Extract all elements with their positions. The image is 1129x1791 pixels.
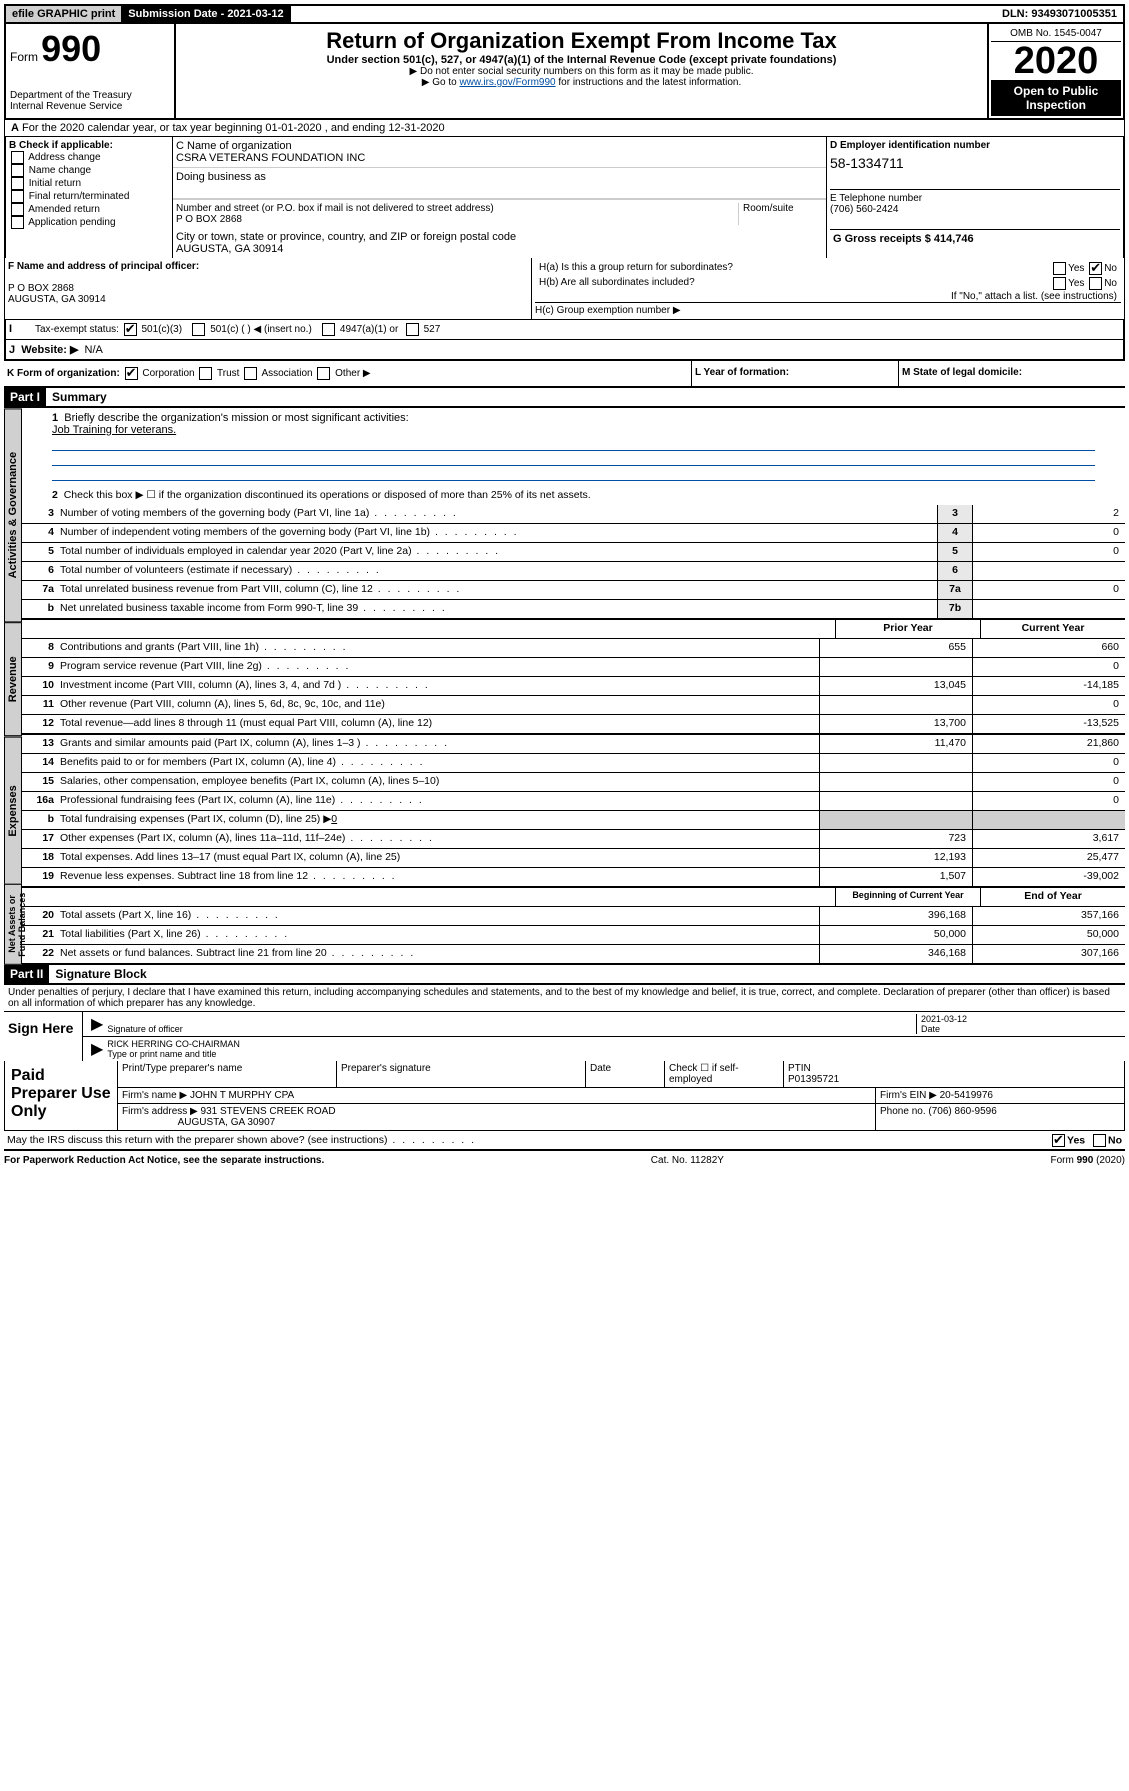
info-grid: B Check if applicable: Address change Na… bbox=[4, 137, 1125, 258]
efile-button[interactable]: efile GRAPHIC print bbox=[6, 6, 122, 22]
box-de: D Employer identification number 58-1334… bbox=[827, 137, 1123, 258]
tab-activities: Activities & Governance bbox=[4, 408, 22, 622]
top-bar: efile GRAPHIC print Submission Date - 20… bbox=[4, 4, 1125, 24]
mission-text: Job Training for veterans. bbox=[52, 424, 176, 436]
discuss-row: May the IRS discuss this return with the… bbox=[4, 1131, 1125, 1151]
ssn-note: ▶ Do not enter social security numbers o… bbox=[180, 66, 983, 77]
page-footer: For Paperwork Reduction Act Notice, see … bbox=[4, 1151, 1125, 1166]
val-3: 2 bbox=[972, 505, 1125, 523]
form-subtitle: Under section 501(c), 527, or 4947(a)(1)… bbox=[180, 54, 983, 66]
period-row: A For the 2020 calendar year, or tax yea… bbox=[4, 120, 1125, 137]
box-c: C Name of organization CSRA VETERANS FOU… bbox=[173, 137, 827, 258]
org-address: P O BOX 2868 bbox=[176, 214, 242, 225]
link-note: ▶ Go to www.irs.gov/Form990 for instruct… bbox=[180, 77, 983, 88]
part1-header: Part I Summary bbox=[4, 388, 1125, 408]
form-number: 990 bbox=[41, 28, 101, 69]
tab-revenue: Revenue bbox=[4, 622, 22, 736]
part2-header: Part II Signature Block bbox=[4, 965, 1125, 985]
org-name: CSRA VETERANS FOUNDATION INC bbox=[176, 152, 365, 164]
dept-label: Department of the TreasuryInternal Reven… bbox=[10, 90, 170, 112]
box-b: B Check if applicable: Address change Na… bbox=[6, 137, 173, 258]
row-i: I Tax-exempt status: 501(c)(3) 501(c) ( … bbox=[4, 320, 1125, 340]
irs-link[interactable]: www.irs.gov/Form990 bbox=[459, 77, 555, 88]
dln: DLN: 93493071005351 bbox=[996, 6, 1123, 22]
declaration: Under penalties of perjury, I declare th… bbox=[4, 985, 1125, 1011]
phone: (706) 560-2424 bbox=[830, 204, 898, 215]
sig-date: 2021-03-12 bbox=[921, 1014, 967, 1024]
box-h: H(a) Is this a group return for subordin… bbox=[532, 258, 1124, 319]
officer-row: F Name and address of principal officer:… bbox=[4, 258, 1125, 320]
form-label: Form bbox=[10, 50, 38, 64]
tax-year: 2020 bbox=[991, 42, 1121, 80]
firm-name: JOHN T MURPHY CPA bbox=[190, 1090, 294, 1101]
row-klm: K Form of organization: Corporation Trus… bbox=[4, 361, 1125, 388]
tab-netassets: Net Assets or Fund Balances bbox=[4, 884, 22, 965]
part1-body: Activities & Governance Revenue Expenses… bbox=[4, 408, 1125, 965]
ptin: P01395721 bbox=[788, 1074, 839, 1085]
form-title: Return of Organization Exempt From Incom… bbox=[180, 28, 983, 54]
tab-expenses: Expenses bbox=[4, 737, 22, 885]
ein: 58-1334711 bbox=[830, 151, 1120, 171]
open-public: Open to Public Inspection bbox=[991, 80, 1121, 116]
submission-date: Submission Date - 2021-03-12 bbox=[122, 6, 290, 22]
officer-name: RICK HERRING CO-CHAIRMAN bbox=[107, 1039, 240, 1049]
row-j: J Website: ▶ N/A bbox=[4, 340, 1125, 361]
form-header: Form 990 Department of the TreasuryInter… bbox=[4, 24, 1125, 120]
paid-preparer-block: Paid Preparer Use Only Print/Type prepar… bbox=[4, 1061, 1125, 1131]
gross-receipts: 414,746 bbox=[934, 233, 974, 245]
sign-here-block: Sign Here ▶Signature of officer2021-03-1… bbox=[4, 1011, 1125, 1061]
org-city: AUGUSTA, GA 30914 bbox=[176, 243, 283, 255]
